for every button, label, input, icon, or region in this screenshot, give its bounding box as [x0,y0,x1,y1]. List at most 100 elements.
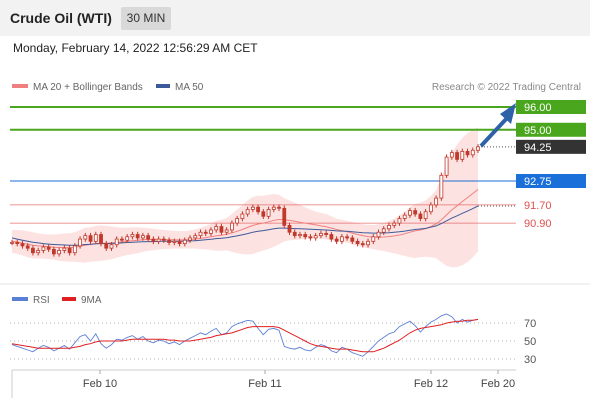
candle-body [350,237,355,242]
resistance-label-0-bg [516,100,586,114]
candle-body [130,234,135,238]
rsi-line [11,313,479,357]
candle-body [93,234,98,242]
candle-body [460,150,465,160]
candle-body [62,247,67,251]
rsi-tick-30: 30 [524,354,536,366]
support-label-5: 90.90 [524,218,552,230]
candle-body [135,234,140,239]
candle-body [439,174,444,199]
candle-body [476,146,480,151]
candle-body [114,238,119,246]
candle-body [99,234,103,245]
candle-body [465,150,470,156]
legend-swatch-rsi-ma [62,297,76,301]
candle-body [188,237,192,241]
last-price-label-bg [516,139,586,154]
candle-body [366,240,370,246]
candle-body [235,218,240,224]
ma50-line [11,205,479,246]
candle-body [355,240,360,245]
candle-body [387,224,391,230]
candle-body [313,235,318,239]
legend-rsi-ma: 9MA [81,295,102,306]
candle-body [203,231,208,234]
candle-body [161,238,166,241]
candle-body [31,247,35,254]
candle-body [72,245,77,254]
last-price-label: 94.25 [524,142,552,154]
legend-swatch-ma20 [12,84,28,88]
candle-body [140,235,145,239]
support-label-4: 91.70 [524,200,552,212]
pivot-label: 92.75 [524,176,552,188]
candle-body [240,213,245,219]
candle-body [261,211,266,217]
candle-body [339,236,344,242]
candle-body [67,247,72,254]
candle-body [15,242,20,245]
legend-rsi: RSI [33,295,50,306]
trend-arrow-head [500,103,516,124]
candle-body [423,211,428,219]
candle-body [104,243,109,249]
candle-body [428,204,433,213]
candle-body [146,235,151,240]
candle-body [434,197,439,206]
candles [10,144,480,257]
pivot-label-bg [516,174,586,188]
candle-body [78,238,82,247]
x-tick-label-2: Feb 12 [414,378,448,390]
candle-body [209,229,213,234]
x-tick-label-0: Feb 10 [83,378,117,390]
candle-body [41,246,46,251]
candle-body [198,231,203,237]
copyright: Research © 2022 Trading Central [432,82,581,93]
rsi-ma-line [11,318,479,353]
candle-body [125,236,130,241]
header: Crude Oil (WTI) 30 MIN [0,0,590,36]
candle-body [345,236,350,239]
resistance-label-1: 95.00 [524,125,552,137]
candle-body [250,206,255,210]
instrument-title: Crude Oil (WTI) [10,10,112,26]
candle-body [402,214,407,219]
candle-body [308,236,313,239]
candle-body [245,209,250,215]
candle-body [10,242,14,244]
legend-swatch-rsi [12,297,28,301]
candle-body [109,244,114,249]
candle-body [266,209,271,217]
resistance-label-1-bg [516,122,586,137]
candle-body [277,206,281,209]
candle-body [193,235,198,239]
candle-body [381,228,386,233]
candle-body [51,248,56,255]
candle-body [214,226,219,231]
candle-body [57,250,62,255]
candle-body [230,222,234,231]
candle-body [282,207,287,226]
trend-arrow-shaft [479,115,510,148]
candle-body [120,238,124,241]
x-tick-label-3: Feb 20 [481,378,515,390]
timeframe-button[interactable]: 30 MIN [121,7,171,30]
candle-body [413,210,418,215]
candle-body [329,234,334,240]
candle-body [167,239,171,243]
candle-body [298,234,302,237]
candle-body [156,238,161,242]
candle-body [455,152,459,160]
candle-body [324,232,329,235]
candle-body [151,238,156,242]
candle-body [292,231,297,237]
candle-body [172,240,177,243]
legend-swatch-ma50 [156,84,170,88]
resistance-label-0: 96.00 [524,102,552,114]
rsi-tick-70: 70 [524,318,536,330]
legend-ma20: MA 20 + Bollinger Bands [33,82,143,93]
candle-body [287,224,292,233]
candle-body [418,213,423,219]
candle-body [360,243,365,246]
